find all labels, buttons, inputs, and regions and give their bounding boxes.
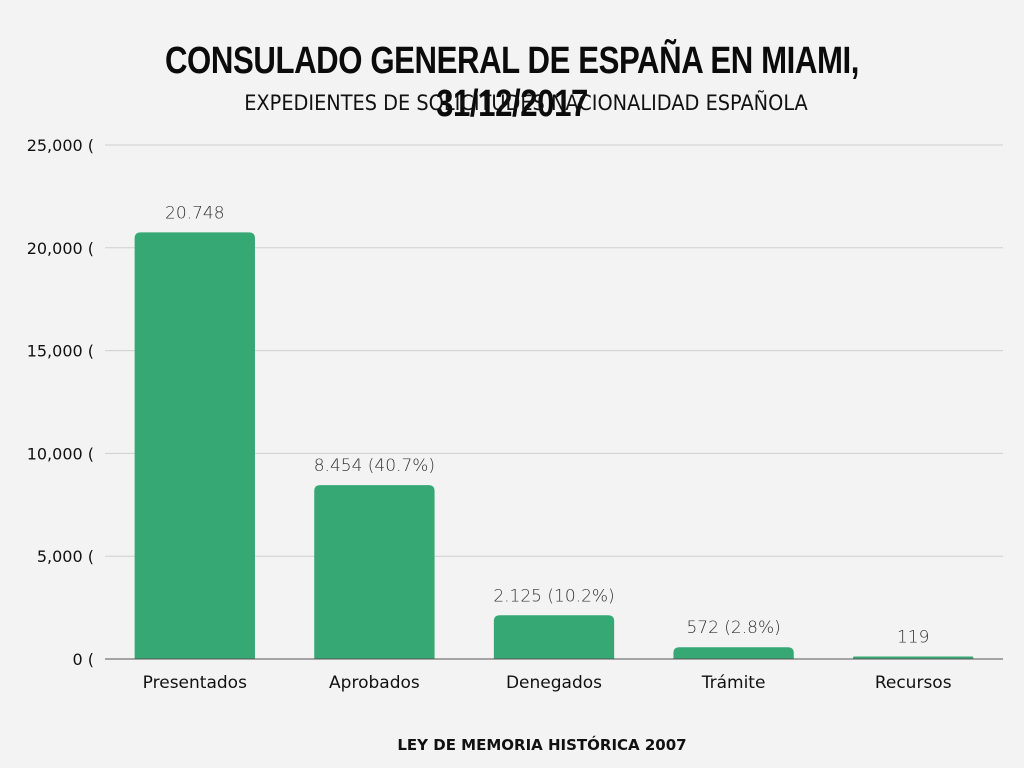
bar-aprobados: [314, 485, 435, 659]
y-tick-label: 20,000 (: [27, 239, 94, 258]
x-axis-ticks: Presentados Aprobados Denegados Trámite Recu…: [143, 673, 952, 693]
chart-title: CONSULADO GENERAL DE ESPAÑA EN MIAMI, 31…: [164, 40, 860, 125]
data-label: 119: [897, 628, 929, 648]
data-labels: 20.748 8.454 (40.7%) 2.125 (10.2%) 572 (2.8…: [165, 203, 929, 647]
x-tick-label: Recursos: [875, 673, 952, 693]
data-label: 2.125 (10.2%): [493, 586, 614, 606]
bar-recursos: [853, 656, 974, 659]
bars: [134, 232, 974, 659]
data-label: 8.454 (40.7%): [314, 456, 435, 476]
bar-tramite: [673, 647, 794, 659]
x-tick-label: Trámite: [701, 673, 766, 693]
x-tick-label: Aprobados: [329, 673, 420, 693]
data-label: 572 (2.8%): [686, 618, 780, 638]
y-tick-label: 15,000 (: [27, 342, 94, 361]
x-tick-label: Presentados: [143, 673, 247, 693]
y-axis-ticks: 0 ( 5,000 ( 10,000 ( 15,000 ( 20,000 ( 25,000…: [27, 136, 94, 669]
y-tick-label: 5,000 (: [37, 547, 94, 566]
chart-subtitle: EXPEDIENTES DE SOLICITUDES NACIONALIDAD …: [244, 91, 808, 115]
y-tick-label: 10,000 (: [27, 444, 94, 463]
y-tick-label: 25,000 (: [27, 136, 94, 155]
data-label: 20.748: [165, 203, 224, 223]
chart-footer: LEY DE MEMORIA HISTÓRICA 2007: [397, 736, 687, 754]
bar-denegados: [493, 615, 615, 659]
x-tick-label: Denegados: [506, 673, 602, 693]
bar-presentados: [134, 232, 255, 659]
y-tick-label: 0 (: [72, 650, 94, 669]
